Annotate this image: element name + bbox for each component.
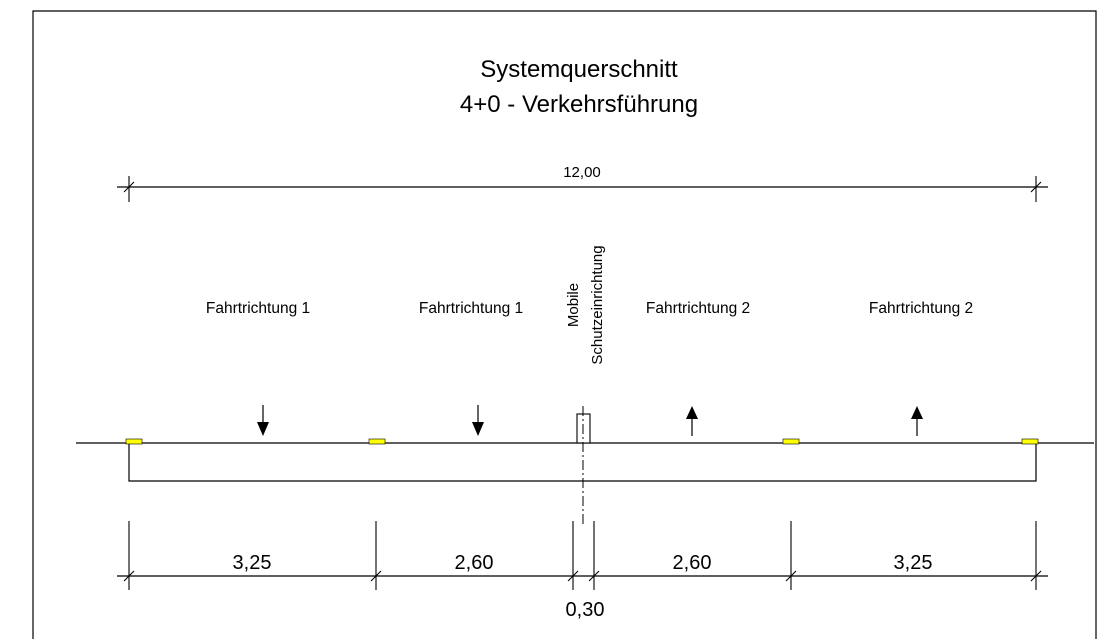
dimension-label: 2,60 — [455, 552, 494, 574]
overall-dimension: 12,00 — [117, 164, 1048, 202]
dimension-label: 3,25 — [894, 552, 933, 574]
arrow-up-icon — [686, 406, 698, 436]
arrow-down-icon — [257, 405, 269, 436]
dimension-label: 2,60 — [673, 552, 712, 574]
lane-dimension-chain — [117, 521, 1048, 590]
lane-marking — [782, 438, 800, 445]
title-line-1: Systemquerschnitt — [480, 56, 678, 83]
barrier-label-line-2: Schutzeinrichtung — [589, 245, 606, 364]
title-line-2: 4+0 - Verkehrsführung — [460, 91, 698, 118]
arrow-up-icon — [911, 406, 923, 436]
dimension-label: 3,25 — [233, 552, 272, 574]
lane-label-1: Fahrtrichtung 1 — [206, 300, 310, 317]
overall-width-label: 12,00 — [563, 164, 601, 181]
arrow-down-icon — [472, 405, 484, 436]
dimension-label: 0,30 — [566, 599, 605, 621]
lane-marking — [125, 438, 143, 445]
drawing-frame — [32, 10, 1097, 639]
lane-label-3: Fahrtrichtung 2 — [646, 300, 750, 317]
lane-label-2: Fahrtrichtung 1 — [419, 300, 523, 317]
lane-label-4: Fahrtrichtung 2 — [869, 300, 973, 317]
barrier-label-line-1: Mobile — [565, 283, 582, 327]
lane-marking — [1021, 438, 1039, 445]
lane-marking — [368, 438, 386, 445]
